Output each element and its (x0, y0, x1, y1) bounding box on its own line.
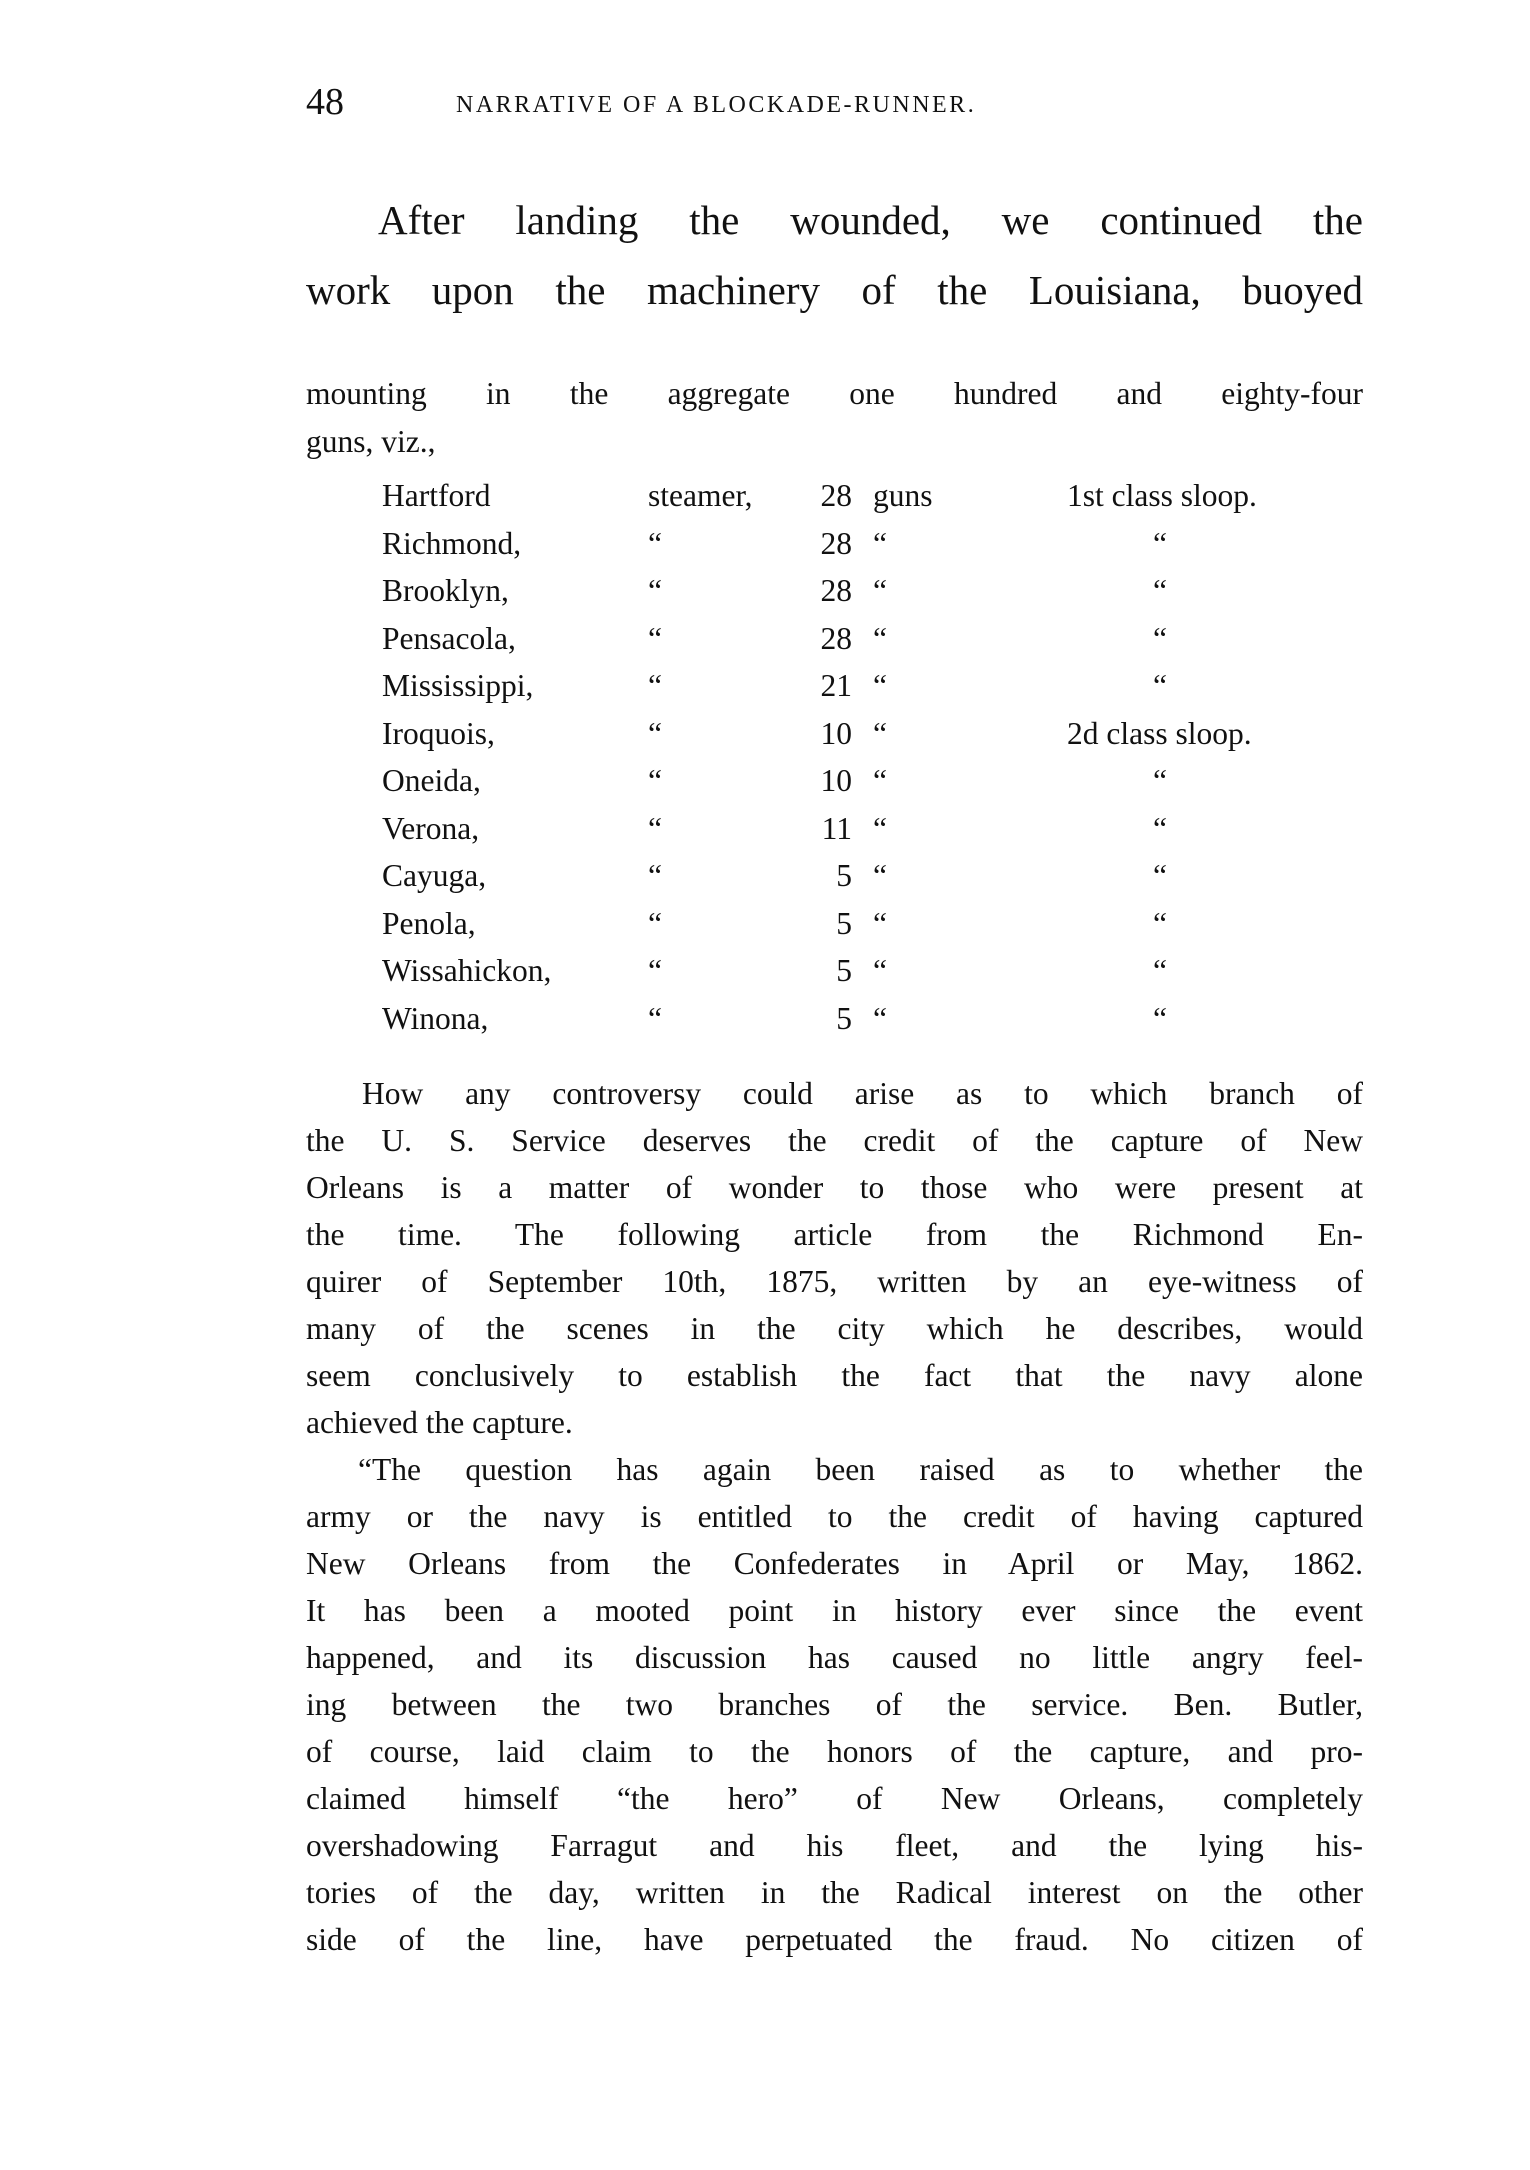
ship-name: Brooklyn, (382, 573, 509, 608)
table-row: Hartford steamer, 28 guns 1st class sloop. (0, 472, 1530, 519)
text-line: claimed himself “the hero” of New Orlean… (306, 1781, 1363, 1816)
gun-count: 11 (821, 810, 852, 846)
ship-name: Hartford (382, 478, 491, 513)
gun-unit: guns (873, 478, 933, 513)
text-line: army or the navy is entitled to the cred… (306, 1499, 1363, 1534)
ship-class: “ (1153, 905, 1167, 941)
gun-count: 28 (820, 525, 853, 561)
ship-class: “ (1153, 1000, 1167, 1036)
vessel-type: “ (648, 1000, 662, 1036)
gun-count: 5 (836, 953, 852, 988)
gun-unit: “ (873, 525, 887, 561)
ship-class: 1st class sloop. (1067, 478, 1257, 513)
vessel-type: “ (648, 525, 662, 561)
ship-class: 2d class sloop. (1067, 715, 1252, 751)
table-row: Iroquois, “ 10 “ 2d class sloop. (0, 710, 1530, 757)
ship-class: “ (1153, 953, 1167, 988)
text-line: How any controversy could arise as to wh… (362, 1076, 1363, 1111)
ship-name: Winona, (382, 1000, 489, 1036)
gun-count: 28 (820, 573, 853, 608)
text-line: work upon the machinery of the Louisiana… (306, 267, 1363, 313)
vessel-type: “ (648, 905, 662, 941)
running-title: NARRATIVE OF A BLOCKADE-RUNNER. (456, 92, 977, 118)
gun-count: 28 (820, 478, 853, 513)
gun-count: 5 (836, 858, 852, 893)
text-line: seem conclusively to establish the fact … (306, 1358, 1363, 1393)
text-line: “The question has again been raised as t… (358, 1452, 1363, 1487)
vessel-type: “ (648, 763, 662, 798)
table-row: Mississippi, “ 21 “ “ (0, 662, 1530, 709)
table-row: Oneida, “ 10 “ “ (0, 757, 1530, 804)
gun-count: 10 (820, 715, 853, 751)
table-row: Brooklyn, “ 28 “ “ (0, 567, 1530, 614)
ship-class: “ (1153, 573, 1167, 608)
gun-unit: “ (873, 715, 887, 751)
vessel-type: “ (648, 810, 662, 846)
text-line: ing between the two branches of the serv… (306, 1687, 1363, 1722)
ship-name: Oneida, (382, 763, 481, 798)
vessel-type: “ (648, 953, 662, 988)
gun-unit: “ (873, 810, 887, 846)
text-line: Orleans is a matter of wonder to those w… (306, 1170, 1363, 1205)
vessel-type: steamer, (648, 478, 753, 513)
text-line: tories of the day, written in the Radica… (306, 1875, 1363, 1910)
table-row: Wissahickon, “ 5 “ “ (0, 947, 1530, 994)
ship-class: “ (1153, 668, 1167, 703)
ship-name: Penola, (382, 905, 476, 941)
page-number: 48 (306, 81, 344, 123)
vessel-type: “ (648, 858, 662, 893)
gun-unit: “ (873, 573, 887, 608)
text-line: achieved the capture. (306, 1405, 573, 1440)
vessel-type: “ (648, 620, 662, 656)
gun-count: 28 (820, 620, 853, 656)
gun-count: 5 (836, 905, 852, 941)
text-line: New Orleans from the Confederates in Apr… (306, 1546, 1363, 1581)
text-line: mounting in the aggregate one hundred an… (306, 376, 1363, 411)
vessel-type: “ (648, 573, 662, 608)
gun-count: 21 (820, 668, 853, 703)
ship-class: “ (1153, 525, 1167, 561)
ship-name: Richmond, (382, 525, 522, 561)
ship-name: Pensacola, (382, 620, 516, 656)
page-header: 48 NARRATIVE OF A BLOCKADE-RUNNER. (306, 80, 1366, 130)
text-line: quirer of September 10th, 1875, written … (306, 1264, 1363, 1299)
gun-count: 5 (836, 1000, 852, 1036)
gun-unit: “ (873, 905, 887, 941)
gun-unit: “ (873, 763, 887, 798)
gun-unit: “ (873, 953, 887, 988)
text-line: the U. S. Service deserves the credit of… (306, 1123, 1363, 1158)
table-row: Penola, “ 5 “ “ (0, 900, 1530, 947)
text-line: guns, viz., (306, 424, 436, 459)
ship-class: “ (1153, 620, 1167, 656)
gun-unit: “ (873, 858, 887, 893)
gun-unit: “ (873, 1000, 887, 1036)
ship-name: Iroquois, (382, 715, 495, 751)
vessel-type: “ (648, 668, 662, 703)
ship-class: “ (1153, 810, 1167, 846)
table-row: Winona, “ 5 “ “ (0, 995, 1530, 1042)
table-row: Richmond, “ 28 “ “ (0, 520, 1530, 567)
text-line: the time. The following article from the… (306, 1217, 1363, 1252)
text-line: happened, and its discussion has caused … (306, 1640, 1363, 1675)
text-line: It has been a mooted point in history ev… (306, 1593, 1363, 1628)
gun-unit: “ (873, 668, 887, 703)
text-line: side of the line, have perpetuated the f… (306, 1922, 1363, 1957)
vessel-type: “ (648, 715, 662, 751)
text-line: After landing the wounded, we continued … (378, 197, 1363, 243)
ship-class: “ (1153, 858, 1167, 893)
ship-name: Verona, (382, 810, 480, 846)
table-row: Verona, “ 11 “ “ (0, 805, 1530, 852)
text-line: of course, laid claim to the honors of t… (306, 1734, 1363, 1769)
table-row: Cayuga, “ 5 “ “ (0, 852, 1530, 899)
ship-name: Mississippi, (382, 668, 534, 703)
table-row: Pensacola, “ 28 “ “ (0, 615, 1530, 662)
ship-name: Wissahickon, (382, 953, 552, 988)
ship-class: “ (1153, 763, 1167, 798)
gun-unit: “ (873, 620, 887, 656)
gun-count: 10 (820, 763, 853, 798)
text-line: many of the scenes in the city which he … (306, 1311, 1363, 1346)
ship-name: Cayuga, (382, 858, 487, 893)
text-line: overshadowing Farragut and his fleet, an… (306, 1828, 1363, 1863)
